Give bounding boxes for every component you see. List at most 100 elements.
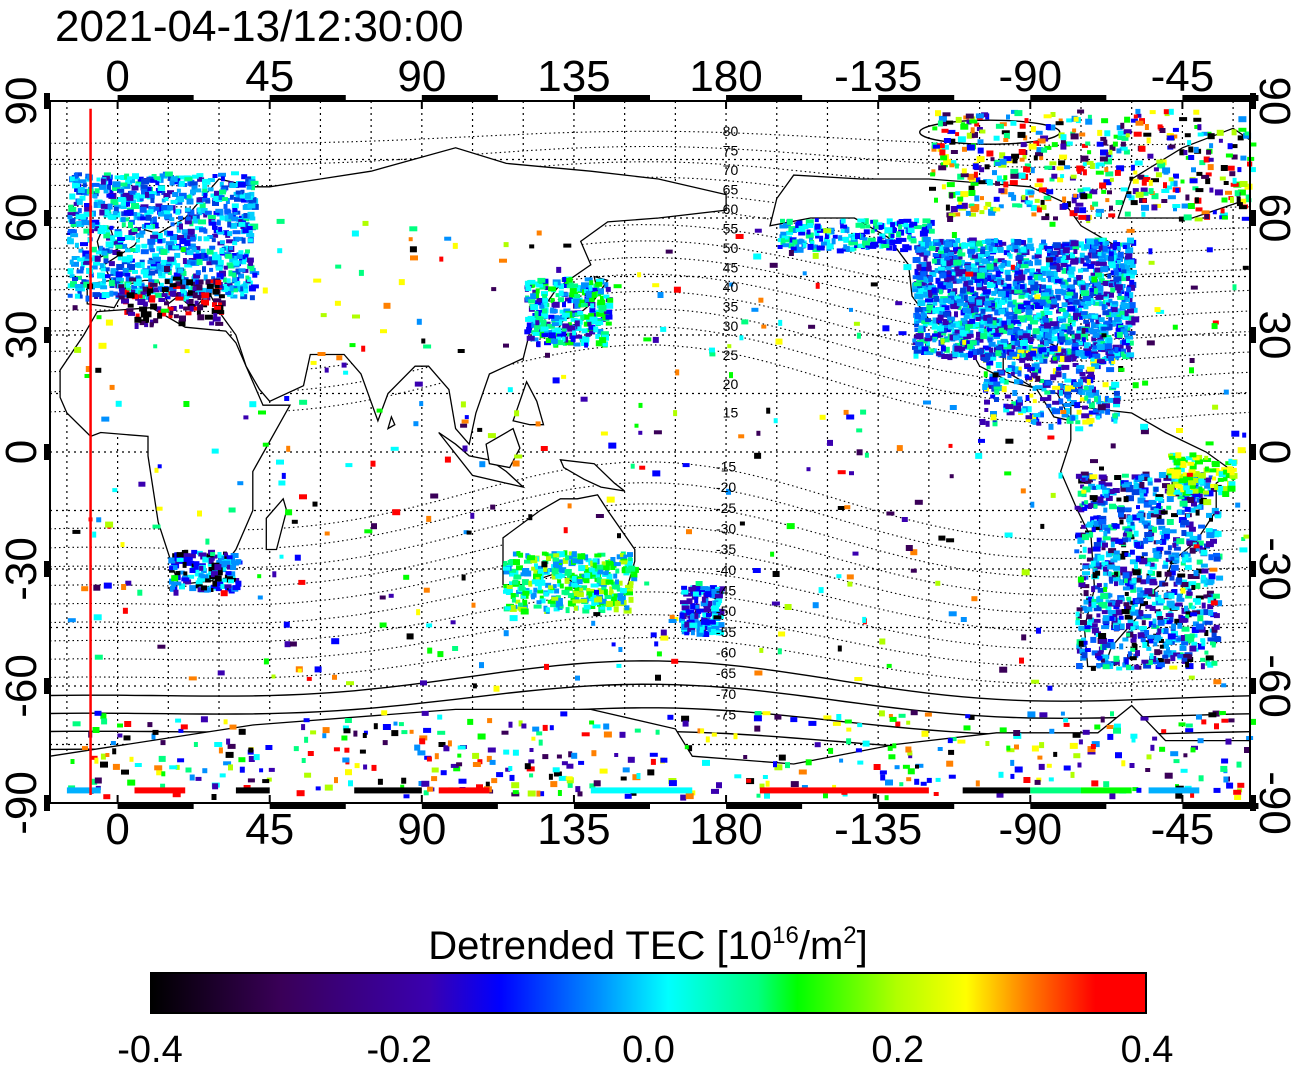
tec-pixel <box>1205 467 1209 472</box>
tec-pixel <box>837 248 844 253</box>
tec-pixel <box>1206 513 1212 518</box>
tec-pixel <box>1191 585 1195 590</box>
tec-pixel <box>817 246 825 251</box>
tec-pixel <box>1030 268 1035 272</box>
tec-pixel <box>1164 593 1169 598</box>
tec-pixel <box>1108 571 1112 576</box>
tec-pixel <box>216 267 223 271</box>
tec-pixel <box>1084 244 1090 249</box>
coastline <box>560 460 624 491</box>
tec-pixel <box>68 207 76 212</box>
tec-pixel <box>1157 662 1165 667</box>
tec-pixel <box>1091 586 1095 592</box>
tec-pixel <box>606 322 612 326</box>
tec-pixel <box>1184 606 1188 612</box>
tec-pixel <box>865 224 870 228</box>
tec-pixel <box>958 269 966 274</box>
tec-pixel <box>1080 253 1085 258</box>
tec-pixel <box>132 228 138 232</box>
tec-pixel <box>1182 627 1190 632</box>
tec-pixel <box>1046 271 1054 276</box>
tec-pixel <box>1019 295 1025 299</box>
tec-pixel <box>1085 351 1091 356</box>
tec-pixel <box>170 283 177 287</box>
tec-pixel <box>1153 641 1157 646</box>
tec-pixel <box>1038 276 1043 281</box>
tec-pixel <box>1214 625 1220 630</box>
tec-pixel <box>1130 270 1137 275</box>
tec-pixel <box>1081 472 1089 476</box>
tec-pixel <box>1018 274 1025 280</box>
tec-pixel <box>595 321 603 325</box>
tec-pixel <box>708 620 716 625</box>
tec-pixel <box>1102 543 1108 548</box>
tec-pixel <box>188 229 195 235</box>
tec-pixel <box>1122 474 1129 478</box>
tec-pixel <box>1072 355 1076 361</box>
tec-pixel <box>1057 419 1061 425</box>
tec-pixel <box>1114 317 1121 322</box>
tec-pixel <box>194 565 199 570</box>
tec-pixel <box>706 613 711 617</box>
tec-pixel <box>957 279 963 284</box>
tec-pixel <box>1120 520 1124 525</box>
tec-pixel <box>1051 299 1057 305</box>
tec-pixel <box>230 285 234 291</box>
tec-pixel <box>193 561 199 565</box>
tec-pixel <box>1009 352 1017 357</box>
tec-pixel <box>181 577 189 581</box>
tec-pixel <box>220 240 225 244</box>
tec-pixel <box>1205 621 1213 625</box>
tec-pixel <box>1117 296 1124 300</box>
tec-pixel <box>1210 539 1217 544</box>
tec-pixel <box>1144 532 1152 537</box>
tec-pixel <box>1186 514 1190 518</box>
tec-pixel <box>70 233 78 237</box>
tec-pixel <box>1032 419 1036 425</box>
tec-pixel <box>780 219 785 223</box>
tec-pixel <box>1041 240 1046 244</box>
tec-pixel <box>1136 505 1140 509</box>
tec-pixel <box>593 326 598 332</box>
tec-pixel <box>1082 652 1088 658</box>
tec-pixel <box>999 300 1005 305</box>
tec-pixel <box>1089 385 1094 389</box>
tec-pixel <box>779 225 787 229</box>
tec-pixel <box>537 600 542 604</box>
tec-pixel <box>197 304 203 310</box>
tec-pixel <box>1176 598 1184 602</box>
tec-pixel <box>199 279 204 284</box>
tec-pixel <box>545 552 549 556</box>
tec-pixel <box>1191 606 1195 610</box>
tec-pixel <box>80 266 84 270</box>
tec-pixel <box>538 584 542 590</box>
tec-pixel <box>158 298 165 302</box>
tec-pixel <box>1108 299 1112 303</box>
tec-pixel <box>1052 336 1058 341</box>
tec-pixel <box>129 191 135 195</box>
tec-pixel <box>937 326 944 332</box>
tec-pixel <box>513 559 520 565</box>
tec-pixel <box>925 318 931 322</box>
tec-pixel <box>1084 396 1088 401</box>
tec-pixel <box>603 565 610 570</box>
tec-pixel <box>1066 395 1070 399</box>
tec-pixel <box>628 557 632 561</box>
tec-pixel <box>1012 390 1017 396</box>
tec-pixel <box>179 224 183 230</box>
tec-pixel <box>1073 313 1081 317</box>
tec-pixel <box>1105 241 1109 245</box>
tec-pixel <box>921 227 926 233</box>
tec-pixel <box>1143 538 1148 544</box>
tec-pixel <box>994 390 999 395</box>
tec-pixel <box>565 571 571 576</box>
tec-pixel <box>242 259 246 264</box>
tec-pixel <box>146 225 153 229</box>
tec-pixel <box>996 346 1002 350</box>
tec-pixel <box>1144 630 1149 634</box>
tec-pixel <box>190 306 194 312</box>
tec-pixel <box>628 566 635 572</box>
tec-pixel <box>117 189 124 193</box>
tec-pixel <box>539 305 544 309</box>
tec-pixel <box>77 199 83 205</box>
